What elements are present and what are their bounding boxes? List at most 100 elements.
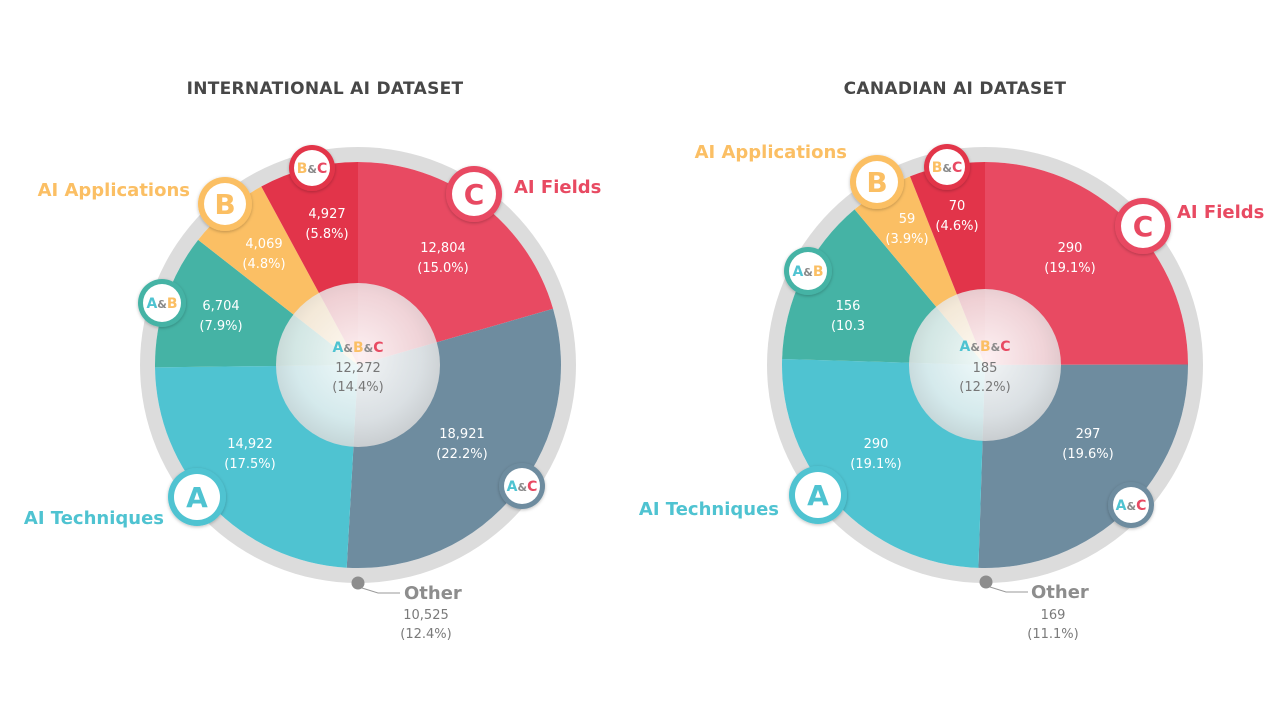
value-label: 297	[1076, 427, 1101, 442]
other-value: 169	[1041, 608, 1066, 623]
badge-AC: A&C	[499, 463, 545, 509]
letter-A: A	[146, 296, 157, 312]
letter-A: A	[333, 340, 344, 356]
letter-A: A	[1116, 498, 1127, 514]
amp: &	[942, 162, 952, 175]
badge-face	[452, 172, 496, 216]
amp: &	[803, 266, 813, 279]
center-value: 185	[973, 361, 998, 376]
letter-C: C	[527, 479, 537, 495]
badge-face	[294, 150, 330, 186]
other-leader-line	[361, 587, 400, 594]
value-label: 290	[1058, 241, 1083, 256]
other-marker	[351, 576, 365, 590]
pct-label: (19.1%)	[1044, 261, 1095, 276]
value-label: 70	[949, 199, 966, 214]
badge-letters: A&B	[146, 296, 177, 312]
letter-B: B	[167, 296, 178, 312]
legend-label-C: AI Fields	[514, 177, 601, 198]
amp: &	[157, 298, 167, 311]
slice-label-B: 4,069 (4.8%)	[242, 237, 285, 272]
badge-face	[174, 474, 220, 520]
badge-face	[204, 183, 246, 225]
value-label: 290	[864, 437, 889, 452]
slice-label-C: 290 (19.1%)	[1044, 241, 1095, 276]
badge-letter: A	[807, 479, 829, 512]
pct-label: (19.6%)	[1062, 447, 1113, 462]
other-callout: Other 10,525 (12.4%)	[351, 576, 462, 642]
value-label: 156	[836, 299, 861, 314]
center-letters: A&B&C	[333, 340, 384, 356]
center-abc-label: A&B&C 12,272 (14.4%)	[332, 340, 383, 395]
badge-face	[789, 252, 827, 290]
slice-label-A: 14,922 (17.5%)	[224, 437, 275, 472]
badge-B: B	[850, 155, 904, 209]
badge-A: A	[789, 466, 847, 524]
center-letters: A&B&C	[960, 339, 1011, 355]
letter-B: B	[932, 160, 943, 176]
badge-face	[504, 468, 540, 504]
letter-C: C	[952, 160, 962, 176]
value-label: 6,704	[202, 299, 239, 314]
letter-A: A	[792, 264, 803, 280]
badge-letters: A&C	[507, 479, 538, 495]
badge-AC: A&C	[1108, 482, 1154, 528]
letter-A: A	[507, 479, 518, 495]
slice-label-A: 290 (19.1%)	[850, 437, 901, 472]
legend-label-B: AI Applications	[695, 142, 847, 163]
letter-B: B	[813, 264, 824, 280]
amp: &	[307, 163, 317, 176]
badge-letters: B&C	[297, 161, 328, 177]
other-label: Other	[404, 583, 462, 604]
center-pct: (12.2%)	[959, 380, 1010, 395]
badge-letters: A&C	[1116, 498, 1147, 514]
letter-C: C	[317, 161, 327, 177]
pct-label: (3.9%)	[885, 232, 928, 247]
badge-AB: A&B	[138, 279, 186, 327]
badge-C: C	[446, 166, 502, 222]
amp: &	[970, 341, 980, 354]
value-label: 14,922	[227, 437, 273, 452]
legend-label-A: AI Techniques	[24, 508, 164, 529]
letter-B: B	[353, 340, 364, 356]
other-value: 10,525	[403, 608, 449, 623]
other-leader-line	[989, 586, 1028, 593]
badge-face	[1121, 204, 1165, 248]
chart-canadian: CANADIAN AI DATASET 290 (19.1%) 297 (19.…	[639, 79, 1264, 642]
amp: &	[364, 342, 374, 355]
other-callout: Other 169 (11.1%)	[979, 575, 1089, 642]
value-label: 12,804	[420, 241, 466, 256]
letter-C: C	[373, 340, 383, 356]
pct-label: (7.9%)	[199, 319, 242, 334]
center-circle	[909, 289, 1061, 441]
badge-face	[1113, 487, 1149, 523]
slice-label-C: 12,804 (15.0%)	[417, 241, 468, 276]
slice-label-AC: 297 (19.6%)	[1062, 427, 1113, 462]
letter-C: C	[1000, 339, 1010, 355]
pct-label: (5.8%)	[305, 227, 348, 242]
letter-A: A	[960, 339, 971, 355]
badge-face	[795, 472, 841, 518]
amp: &	[991, 341, 1001, 354]
pct-label: (4.8%)	[242, 257, 285, 272]
badge-letters: A&B	[792, 264, 823, 280]
chart-international: INTERNATIONAL AI DATASET 12,804 (15.0%) …	[24, 79, 601, 642]
other-marker	[979, 575, 993, 589]
center-abc-label: A&B&C 185 (12.2%)	[959, 339, 1010, 395]
amp: &	[343, 342, 353, 355]
other-label: Other	[1031, 582, 1089, 603]
slice-label-BC: 70 (4.6%)	[935, 199, 978, 234]
legend-label-B: AI Applications	[38, 180, 190, 201]
badge-letter: A	[186, 481, 208, 514]
pct-label: (19.1%)	[850, 457, 901, 472]
center-value: 12,272	[335, 361, 381, 376]
center-circle	[276, 283, 440, 447]
badge-letter: B	[866, 166, 887, 199]
pct-label: (22.2%)	[436, 447, 487, 462]
badge-face	[856, 161, 898, 203]
slice-label-BC: 4,927 (5.8%)	[305, 207, 348, 242]
other-pct: (12.4%)	[400, 627, 451, 642]
value-label: 4,927	[308, 207, 345, 222]
slice-label-B: 59 (3.9%)	[885, 212, 928, 247]
